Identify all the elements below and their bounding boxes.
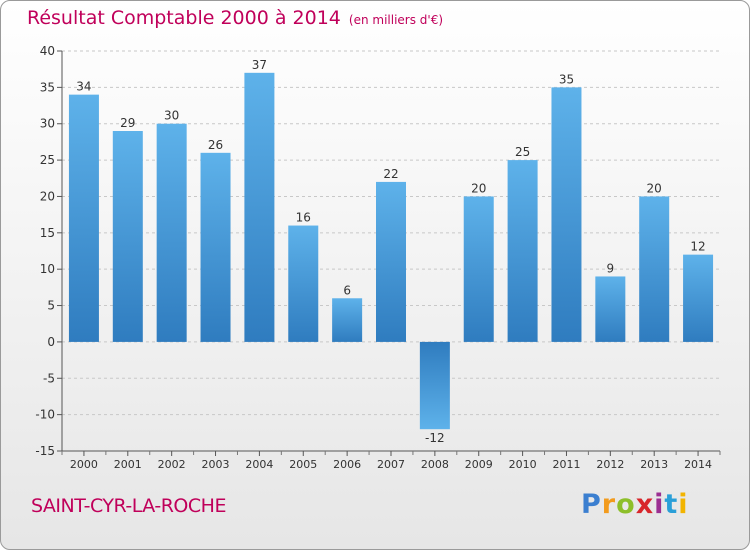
data-label-2013: 20 (647, 181, 662, 195)
data-label-2000: 34 (76, 80, 91, 94)
x-tick-label-2004: 2004 (245, 458, 273, 471)
x-tick-label-2006: 2006 (333, 458, 361, 471)
logo-letter: o (616, 489, 636, 520)
x-tick-label-2000: 2000 (70, 458, 98, 471)
y-tick-label: 0 (47, 335, 55, 349)
x-tick-label-2002: 2002 (158, 458, 186, 471)
bar-2003 (200, 152, 231, 342)
x-tick-label-2005: 2005 (289, 458, 317, 471)
bar-2012 (595, 276, 626, 342)
x-tick-label-2011: 2011 (552, 458, 580, 471)
x-tick-label-2007: 2007 (377, 458, 405, 471)
city-name: SAINT-CYR-LA-ROCHE (31, 495, 226, 517)
data-labels: 34 29 30 26 37 16 6 22 -12 20 25 35 9 20 12 (76, 58, 705, 445)
bar-2005 (288, 225, 319, 342)
y-tick-label: 30 (40, 117, 55, 131)
y-tick-label: -15 (35, 444, 55, 458)
logo-letter: t (664, 489, 679, 520)
data-label-2011: 35 (559, 72, 574, 86)
bar-2014 (683, 254, 714, 342)
y-axis-ticks: -15 -10 -5 0 5 10 15 20 25 30 35 40 (35, 44, 63, 458)
bar-2013 (639, 196, 670, 342)
x-axis-ticks: 2000 2001 2002 2003 2004 2005 2006 2007 2008 2009… (61, 450, 721, 471)
data-label-2001: 29 (120, 116, 135, 130)
bar-2008 (419, 341, 450, 430)
x-tick-label-2010: 2010 (509, 458, 537, 471)
bar-2004 (244, 72, 275, 342)
data-label-2003: 26 (208, 138, 223, 152)
data-label-2006: 6 (343, 283, 351, 297)
data-label-2010: 25 (515, 145, 530, 159)
data-label-2002: 30 (164, 109, 179, 123)
bar-2001 (112, 131, 143, 342)
y-tick-label: -10 (35, 408, 55, 422)
bar-2002 (156, 123, 187, 342)
y-tick-label: -5 (43, 371, 55, 385)
logo-letter: x (635, 489, 655, 520)
data-label-2008: -12 (425, 431, 445, 445)
y-tick-label: 15 (40, 226, 55, 240)
logo-letter: i (654, 489, 665, 520)
chart-subtitle: (en milliers d'€) (348, 13, 444, 27)
bar-2006 (332, 298, 363, 342)
data-label-2009: 20 (471, 181, 486, 195)
logo-letter: P (581, 489, 602, 520)
bars (68, 72, 714, 430)
data-label-2012: 9 (607, 261, 615, 275)
y-tick-label: 5 (47, 299, 55, 313)
y-tick-label: 10 (40, 262, 55, 276)
data-label-2005: 16 (296, 211, 311, 225)
x-tick-label-2009: 2009 (465, 458, 493, 471)
proxiti-logo: Proxiti (581, 489, 689, 520)
bar-2007 (376, 181, 406, 342)
chart-title-text: Résultat Comptable 2000 à 2014 (27, 7, 341, 29)
data-label-2004: 37 (252, 58, 267, 72)
y-tick-label: 40 (40, 44, 55, 58)
x-tick-label-2012: 2012 (596, 458, 624, 471)
x-tick-label-2001: 2001 (114, 458, 142, 471)
bar-2010 (507, 160, 538, 342)
x-tick-label-2013: 2013 (640, 458, 668, 471)
logo-letter: r (601, 489, 617, 520)
x-tick-label-2003: 2003 (202, 458, 230, 471)
data-label-2007: 22 (383, 167, 398, 181)
x-tick-label-2014: 2014 (684, 458, 712, 471)
x-tick-label-2008: 2008 (421, 458, 449, 471)
chart-title: Résultat Comptable 2000 à 2014 (en millie… (27, 7, 443, 29)
data-label-2014: 12 (690, 240, 705, 254)
y-tick-label: 25 (40, 153, 55, 167)
bar-2011 (551, 87, 582, 342)
bar-2009 (463, 196, 494, 342)
logo-letter: i (678, 489, 689, 520)
y-tick-label: 20 (40, 189, 55, 203)
y-tick-label: 35 (40, 80, 55, 94)
bar-2000 (68, 94, 99, 342)
